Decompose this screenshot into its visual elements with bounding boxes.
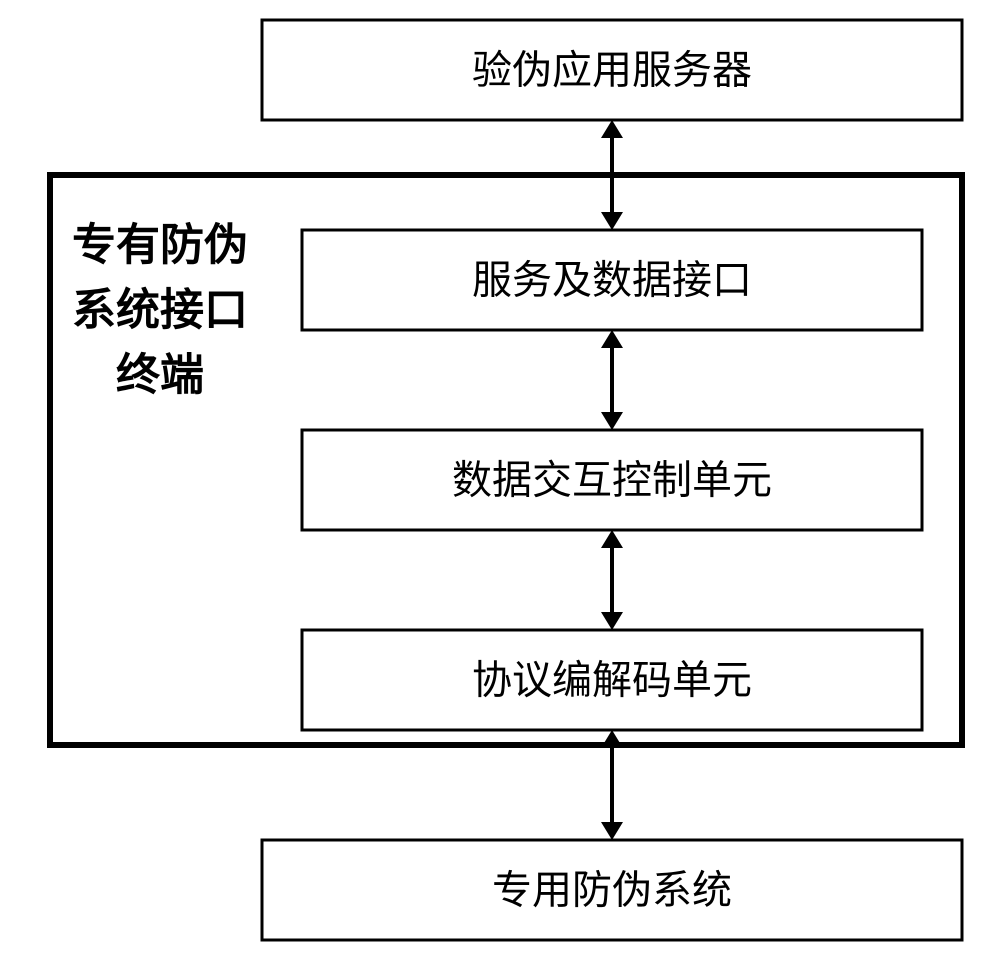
box-label-system: 专用防伪系统 bbox=[492, 868, 732, 913]
system-diagram: 专有防伪系统接口终端 验伪应用服务器服务及数据接口数据交互控制单元协议编解码单元专… bbox=[0, 0, 1000, 973]
container-label-line-2: 终端 bbox=[116, 351, 204, 400]
container-label-line-1: 系统接口 bbox=[72, 286, 248, 335]
box-label-ctrl: 数据交互控制单元 bbox=[452, 458, 772, 503]
box-label-server: 验伪应用服务器 bbox=[472, 48, 752, 93]
container-label-line-0: 专有防伪 bbox=[72, 221, 248, 270]
box-label-codec: 协议编解码单元 bbox=[472, 658, 752, 703]
box-label-iface: 服务及数据接口 bbox=[472, 258, 752, 303]
